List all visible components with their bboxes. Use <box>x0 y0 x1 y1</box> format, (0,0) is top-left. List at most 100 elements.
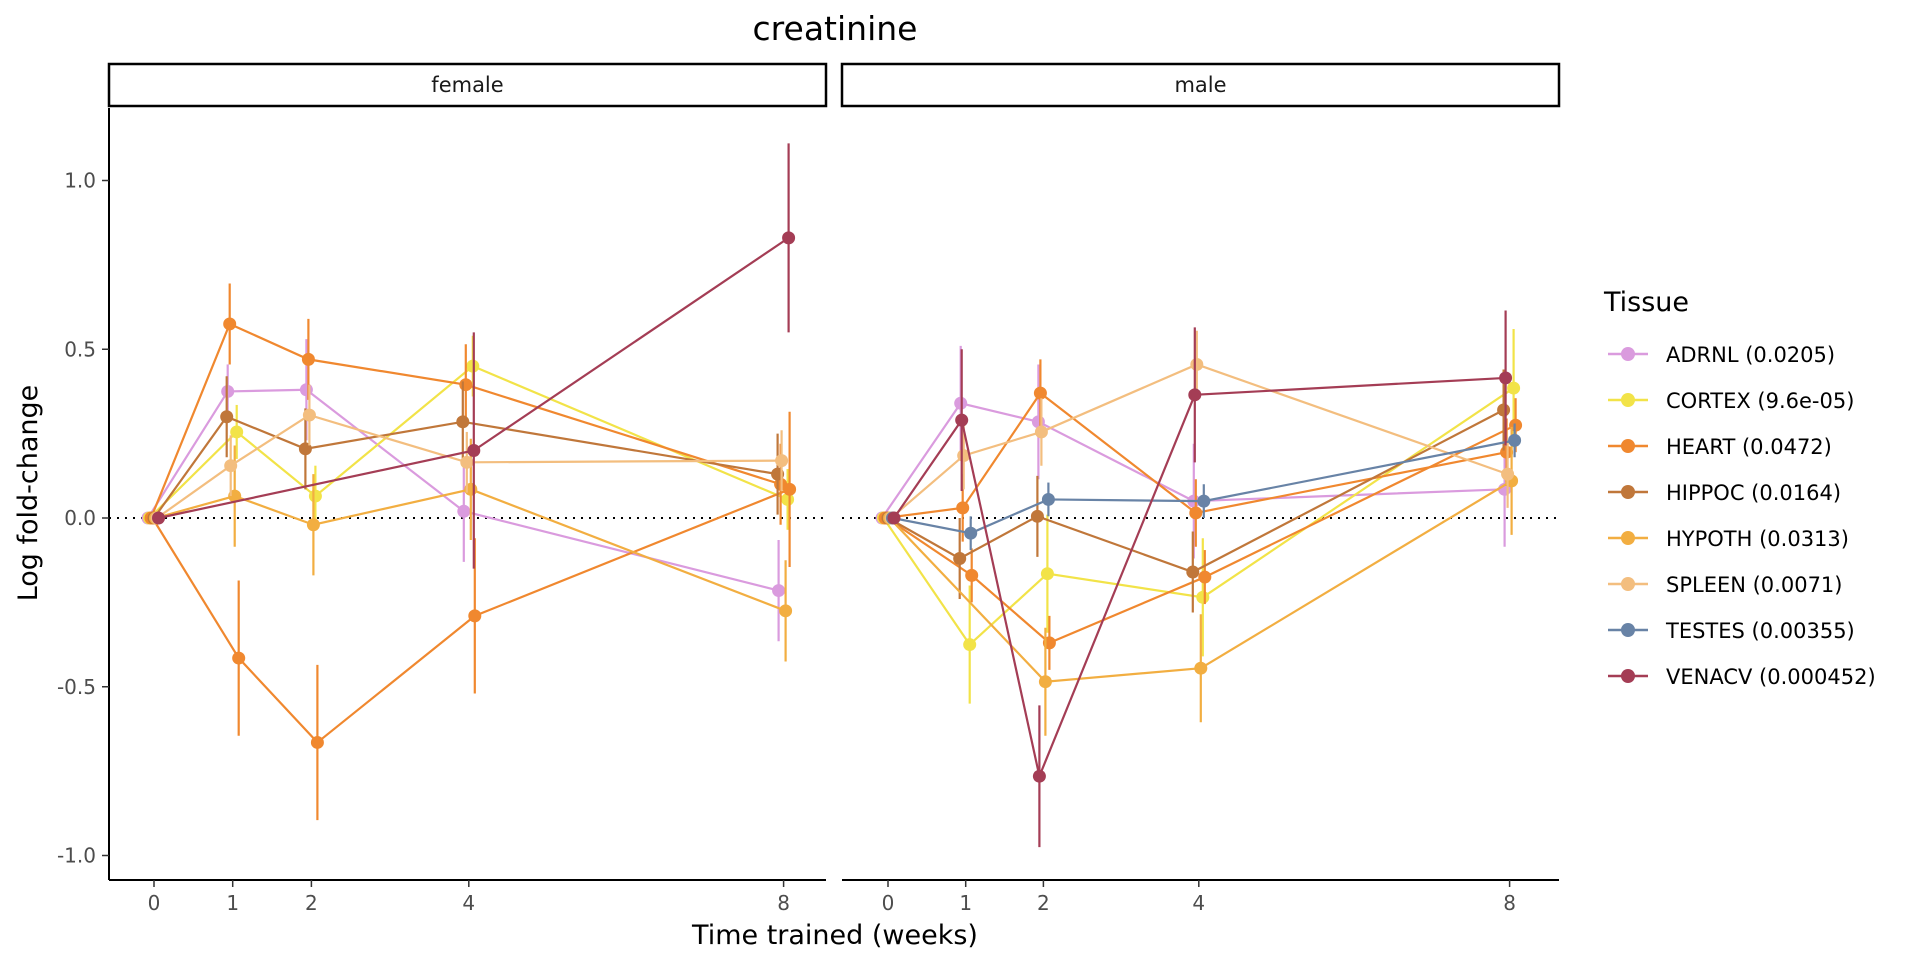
y-axis-title: Log fold-change <box>13 385 44 602</box>
data-point <box>223 317 237 331</box>
data-point <box>1032 769 1046 783</box>
data-point <box>301 352 315 366</box>
data-point <box>956 501 970 515</box>
x-tick-label: 0 <box>882 891 895 915</box>
x-tick-label: 8 <box>1503 891 1516 915</box>
data-point <box>1501 467 1515 481</box>
legend-label: TESTES (0.00355) <box>1665 619 1855 643</box>
series-venacv-0-000452 <box>152 143 796 569</box>
strip-male <box>840 62 1561 108</box>
strip-label-male: male <box>1174 73 1226 97</box>
legend-item-venacv-0-000452: VENACV (0.000452) <box>1608 665 1876 689</box>
legend-item-heart-0-0472: HEART (0.0472) <box>1608 435 1832 459</box>
legend-label: HYPOTH (0.0313) <box>1666 527 1849 551</box>
data-point <box>1033 386 1047 400</box>
legend-item-cortex-9-6e-05: CORTEX (9.6e-05) <box>1608 389 1854 413</box>
data-point <box>1034 425 1048 439</box>
data-point <box>953 552 967 565</box>
data-point <box>965 568 979 582</box>
legend: ADRNL (0.0205) CORTEX (9.6e-05) HEART (0.0… <box>1608 343 1876 689</box>
legend-label: CORTEX (9.6e-05) <box>1666 389 1854 413</box>
legend-label: HEART (0.0472) <box>1666 435 1832 459</box>
data-point <box>460 455 474 469</box>
legend-key-point <box>1621 393 1635 407</box>
data-point <box>1190 357 1204 371</box>
data-point <box>783 482 797 496</box>
legend-item-hippoc-0-0164: HIPPOC (0.0164) <box>1608 481 1841 505</box>
data-point <box>1030 509 1044 523</box>
x-tick-label: 0 <box>148 891 161 915</box>
data-point <box>299 383 313 397</box>
x-tick-label: 1 <box>959 891 972 915</box>
legend-key-point <box>1621 485 1635 499</box>
data-point <box>310 735 324 749</box>
legend-item-spleen-0-0071: SPLEEN (0.0071) <box>1608 573 1842 597</box>
x-axis-title: Time trained (weeks) <box>691 920 978 951</box>
y-tick-label: 1.0 <box>64 169 96 193</box>
data-point <box>1196 590 1210 604</box>
data-point <box>468 609 482 623</box>
legend-label: HIPPOC (0.0164) <box>1666 481 1841 505</box>
legend-item-adrnl-0-0205: ADRNL (0.0205) <box>1608 343 1835 367</box>
series-venacv-0-000452 <box>887 310 1513 848</box>
data-point <box>1040 567 1054 581</box>
data-point <box>963 638 977 652</box>
panel-male: male 0 1 2 4 8 <box>840 62 1561 915</box>
legend-key-point <box>1621 577 1635 591</box>
legend-key-point <box>1621 439 1635 453</box>
data-point <box>964 526 978 540</box>
data-point <box>887 511 901 525</box>
data-point <box>1188 388 1202 402</box>
data-point <box>1197 494 1211 508</box>
data-point <box>957 449 971 463</box>
series-line <box>890 363 1508 519</box>
data-point <box>298 442 312 456</box>
legend-item-hypoth-0-0313: HYPOTH (0.0313) <box>1608 527 1849 551</box>
legend-label: ADRNL (0.0205) <box>1666 343 1835 367</box>
data-point <box>459 378 473 392</box>
data-point <box>220 410 234 424</box>
legend-key-point <box>1621 669 1635 683</box>
series-line <box>888 479 1513 683</box>
data-point <box>1194 661 1208 675</box>
data-point <box>1507 381 1521 395</box>
series-hypoth-0-0313 <box>149 438 793 662</box>
data-point <box>1189 506 1203 520</box>
strip-label-female: female <box>431 73 503 97</box>
data-point <box>306 518 320 532</box>
data-point <box>1041 492 1055 506</box>
facet-panels: female -1.0 -0.5 0.0 0.5 1.0 0 1 2 4 8 male 0 1 2 4 8 <box>57 62 1561 915</box>
data-point <box>775 454 789 468</box>
series-heart-0-0472 <box>146 411 797 821</box>
data-point <box>1497 403 1511 417</box>
panel-female: female -1.0 -0.5 0.0 0.5 1.0 0 1 2 4 8 <box>57 62 828 915</box>
chart-title: creatinine <box>753 9 918 48</box>
legend-title: Tissue <box>1603 287 1689 318</box>
data-point <box>456 415 470 429</box>
data-point <box>152 511 165 525</box>
x-tick-label: 2 <box>1037 891 1050 915</box>
legend-key-point <box>1621 347 1635 361</box>
data-point <box>955 413 969 427</box>
data-point <box>302 408 316 422</box>
y-tick-label: -0.5 <box>57 675 96 699</box>
series-hippoc-0-0164 <box>147 376 785 525</box>
data-point <box>1198 570 1212 584</box>
x-tick-label: 2 <box>305 891 318 915</box>
data-point <box>779 604 793 618</box>
x-tick-label: 4 <box>462 891 475 915</box>
series-testes-0-00355 <box>886 423 1522 551</box>
data-point <box>772 584 786 598</box>
data-point <box>230 425 244 439</box>
data-point <box>467 444 481 457</box>
strip-female <box>107 62 828 108</box>
legend-key-point <box>1621 531 1635 545</box>
y-tick-label: 0.0 <box>64 506 96 530</box>
data-point <box>781 492 795 506</box>
legend-label: VENACV (0.000452) <box>1666 665 1876 689</box>
legend-item-testes-0-00355: TESTES (0.00355) <box>1608 619 1855 643</box>
y-tick-label: -1.0 <box>57 844 96 868</box>
data-point <box>1038 675 1052 689</box>
data-point <box>1186 565 1200 579</box>
